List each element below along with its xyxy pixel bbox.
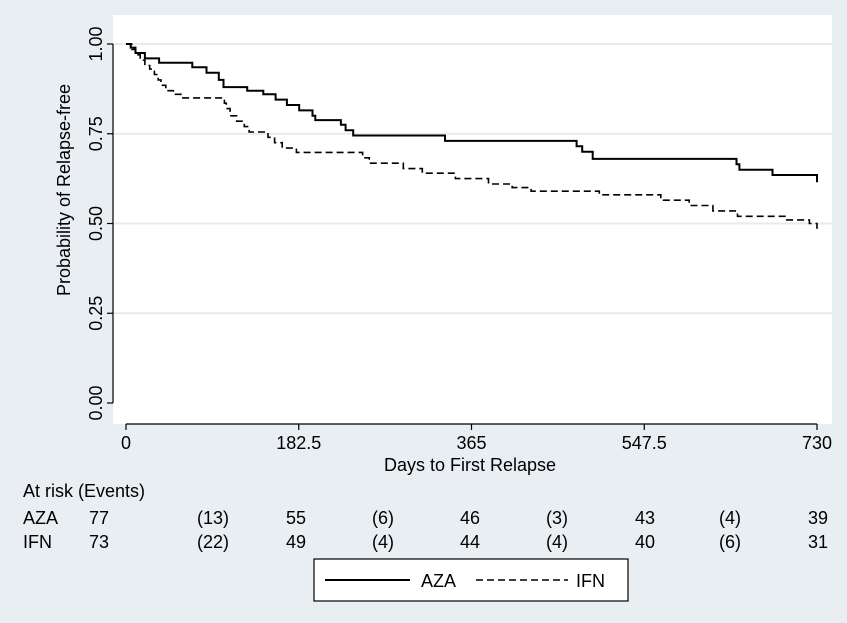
y-tick-label-3: 0.75 <box>86 116 106 151</box>
y-axis-title: Probability of Relapse-free <box>54 84 74 296</box>
risk-cell-ifn-0: 73 <box>89 532 109 552</box>
risk-cell-ifn-7: (6) <box>719 532 741 552</box>
x-axis-title: Days to First Relapse <box>384 455 556 475</box>
risk-cell-ifn-4: 44 <box>460 532 480 552</box>
grid-lines <box>113 43 832 315</box>
risk-cell-aza-7: (4) <box>719 508 741 528</box>
risk-cell-aza-2: 55 <box>286 508 306 528</box>
risk-cell-ifn-6: 40 <box>635 532 655 552</box>
risk-cell-ifn-8: 31 <box>808 532 828 552</box>
risk-row-label-aza: AZA <box>23 508 58 528</box>
legend-label-ifn: IFN <box>576 571 605 591</box>
y-tick-label-2: 0.50 <box>86 206 106 241</box>
x-tick-label-3: 547.5 <box>622 433 667 453</box>
risk-row-label-ifn: IFN <box>23 532 52 552</box>
risk-table-header: At risk (Events) <box>23 481 145 501</box>
series-line-ifn <box>126 43 818 229</box>
risk-cell-aza-6: 43 <box>635 508 655 528</box>
risk-table: AZA 77 (13) 55 (6) 46 (3) 43 (4) 39 IFN 73 (22) 49 (4)… <box>23 508 828 552</box>
series-line-aza <box>126 43 818 183</box>
x-tick-label-4: 730 <box>802 433 832 453</box>
risk-cell-ifn-1: (22) <box>197 532 229 552</box>
axes: 0.00 0.25 0.50 0.75 1.00 0 182.5 365 547.5 730 <box>86 26 832 453</box>
y-tick-label-4: 1.00 <box>86 26 106 61</box>
series-lines <box>126 43 818 229</box>
y-tick-label-0: 0.00 <box>86 385 106 420</box>
legend: AZA IFN <box>313 558 629 602</box>
risk-cell-ifn-2: 49 <box>286 532 306 552</box>
x-tick-label-1: 182.5 <box>276 433 321 453</box>
x-tick-label-2: 365 <box>456 433 486 453</box>
x-tick-label-0: 0 <box>121 433 131 453</box>
risk-cell-ifn-5: (4) <box>546 532 568 552</box>
risk-cell-aza-0: 77 <box>89 508 109 528</box>
risk-cell-aza-5: (3) <box>546 508 568 528</box>
risk-cell-aza-8: 39 <box>808 508 828 528</box>
risk-cell-ifn-3: (4) <box>372 532 394 552</box>
risk-cell-aza-4: 46 <box>460 508 480 528</box>
legend-label-aza: AZA <box>421 571 456 591</box>
plot-area <box>113 15 832 424</box>
risk-cell-aza-3: (6) <box>372 508 394 528</box>
risk-cell-aza-1: (13) <box>197 508 229 528</box>
y-tick-label-1: 0.25 <box>86 296 106 331</box>
